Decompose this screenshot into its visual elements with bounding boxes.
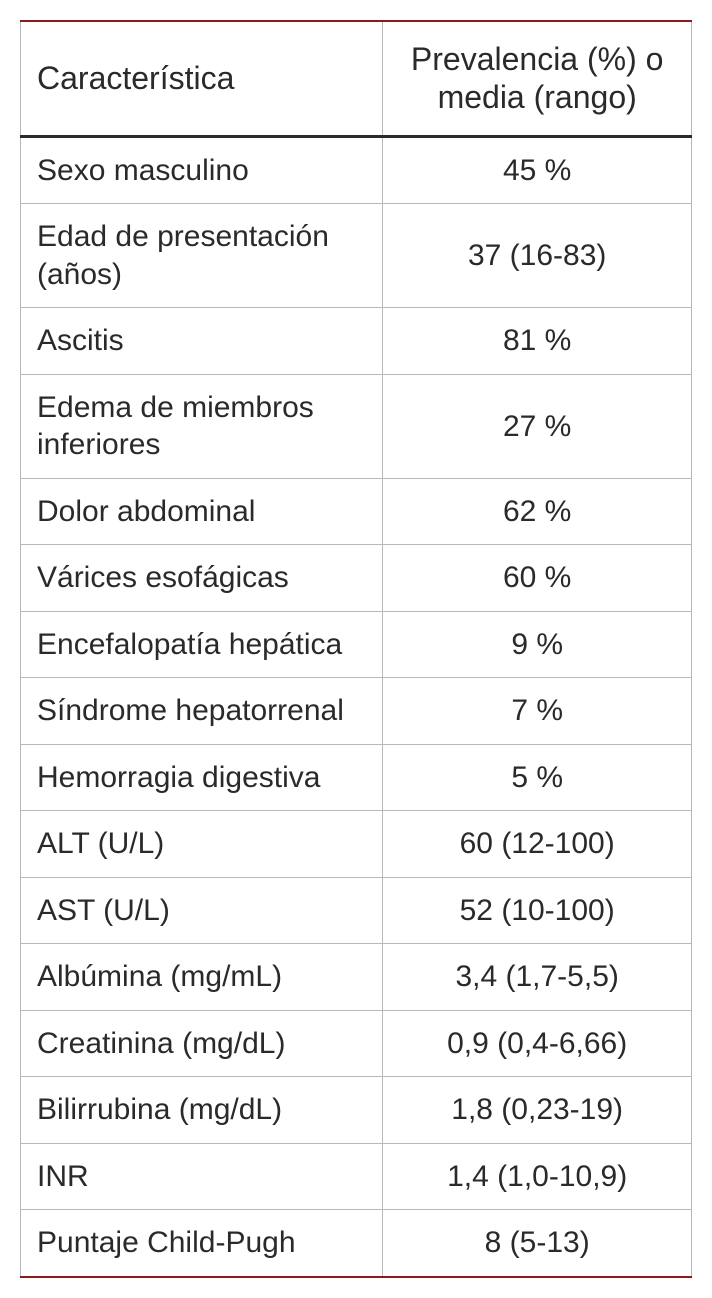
value-cell: 37 (16-83) bbox=[383, 204, 692, 308]
value-cell: 60 (12-100) bbox=[383, 811, 692, 878]
column-header-prevalence: Prevalencia (%) o media (rango) bbox=[383, 21, 692, 136]
characteristic-cell: Encefalopatía hepática bbox=[21, 611, 383, 678]
column-header-characteristic: Característica bbox=[21, 21, 383, 136]
table-row: Edema de miembros inferiores 27 % bbox=[21, 374, 692, 478]
characteristic-cell: Puntaje Child-Pugh bbox=[21, 1210, 383, 1277]
table-row: Síndrome hepatorrenal 7 % bbox=[21, 678, 692, 745]
characteristic-cell: Edema de miembros inferiores bbox=[21, 374, 383, 478]
characteristic-cell: Síndrome hepatorrenal bbox=[21, 678, 383, 745]
table-row: Sexo masculino 45 % bbox=[21, 136, 692, 204]
characteristic-cell: Bilirrubina (mg/dL) bbox=[21, 1077, 383, 1144]
characteristic-cell: Ascitis bbox=[21, 308, 383, 375]
value-cell: 1,8 (0,23-19) bbox=[383, 1077, 692, 1144]
table-row: AST (U/L) 52 (10-100) bbox=[21, 877, 692, 944]
table-body: Sexo masculino 45 % Edad de presentación… bbox=[21, 136, 692, 1277]
value-cell: 52 (10-100) bbox=[383, 877, 692, 944]
clinical-table-container: Característica Prevalencia (%) o media (… bbox=[20, 20, 692, 1278]
table-row: Edad de presentación (años) 37 (16-83) bbox=[21, 204, 692, 308]
characteristic-cell: Albúmina (mg/mL) bbox=[21, 944, 383, 1011]
table-row: Bilirrubina (mg/dL) 1,8 (0,23-19) bbox=[21, 1077, 692, 1144]
characteristic-cell: Creatinina (mg/dL) bbox=[21, 1010, 383, 1077]
characteristic-cell: ALT (U/L) bbox=[21, 811, 383, 878]
characteristic-cell: Edad de presentación (años) bbox=[21, 204, 383, 308]
value-cell: 62 % bbox=[383, 478, 692, 545]
table-header-row: Característica Prevalencia (%) o media (… bbox=[21, 21, 692, 136]
value-cell: 0,9 (0,4-6,66) bbox=[383, 1010, 692, 1077]
table-row: Hemorragia digestiva 5 % bbox=[21, 744, 692, 811]
table-row: Puntaje Child-Pugh 8 (5-13) bbox=[21, 1210, 692, 1277]
characteristic-cell: Várices esofágicas bbox=[21, 545, 383, 612]
value-cell: 9 % bbox=[383, 611, 692, 678]
value-cell: 81 % bbox=[383, 308, 692, 375]
value-cell: 5 % bbox=[383, 744, 692, 811]
value-cell: 8 (5-13) bbox=[383, 1210, 692, 1277]
value-cell: 60 % bbox=[383, 545, 692, 612]
table-row: ALT (U/L) 60 (12-100) bbox=[21, 811, 692, 878]
characteristic-cell: AST (U/L) bbox=[21, 877, 383, 944]
value-cell: 45 % bbox=[383, 136, 692, 204]
characteristic-cell: Dolor abdominal bbox=[21, 478, 383, 545]
table-row: Ascitis 81 % bbox=[21, 308, 692, 375]
clinical-characteristics-table: Característica Prevalencia (%) o media (… bbox=[20, 20, 692, 1278]
value-cell: 27 % bbox=[383, 374, 692, 478]
value-cell: 3,4 (1,7-5,5) bbox=[383, 944, 692, 1011]
value-cell: 7 % bbox=[383, 678, 692, 745]
table-row: Encefalopatía hepática 9 % bbox=[21, 611, 692, 678]
characteristic-cell: Sexo masculino bbox=[21, 136, 383, 204]
table-row: Dolor abdominal 62 % bbox=[21, 478, 692, 545]
table-row: Albúmina (mg/mL) 3,4 (1,7-5,5) bbox=[21, 944, 692, 1011]
characteristic-cell: Hemorragia digestiva bbox=[21, 744, 383, 811]
table-row: Várices esofágicas 60 % bbox=[21, 545, 692, 612]
table-row: Creatinina (mg/dL) 0,9 (0,4-6,66) bbox=[21, 1010, 692, 1077]
